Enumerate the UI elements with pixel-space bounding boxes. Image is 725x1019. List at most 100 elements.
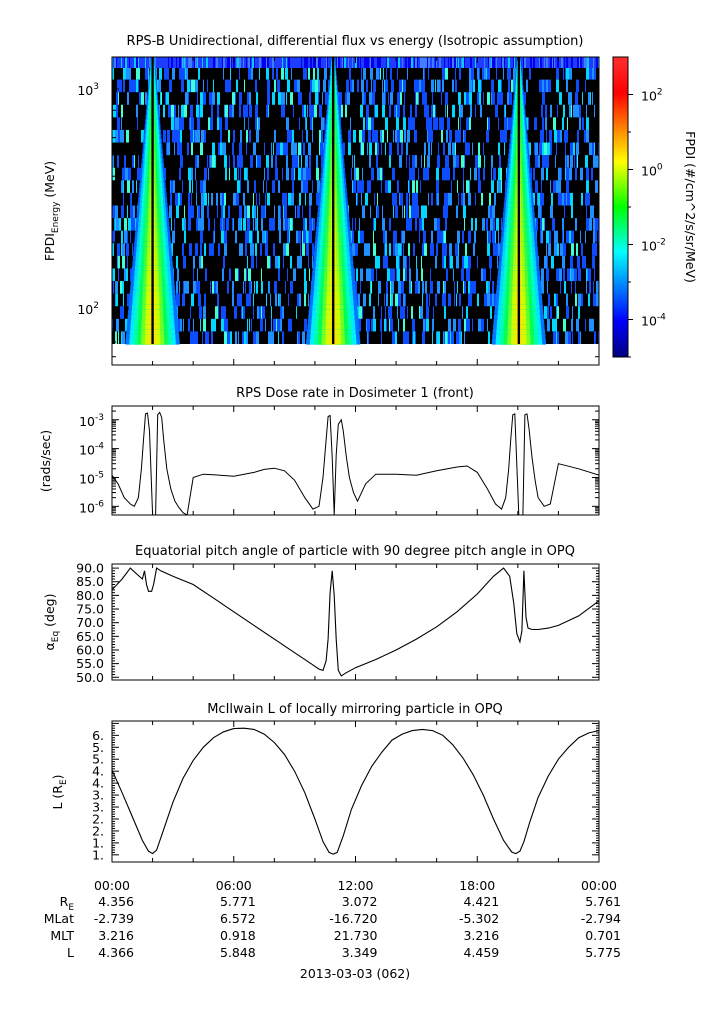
spectrogram-cell (321, 155, 323, 168)
panel2-ytick-label: 10-5 (79, 470, 104, 486)
mcilwain-l-line (112, 727, 599, 855)
spectrogram-cell (491, 57, 492, 68)
spectrogram-cell (501, 180, 502, 193)
spectrogram-cell (513, 57, 514, 68)
spectrogram-cell (145, 67, 148, 80)
spectrogram-cell (478, 79, 481, 93)
spectrogram-cell (285, 57, 286, 68)
spectrogram-cell (546, 243, 547, 256)
spectrogram-cell (435, 104, 436, 118)
spectrogram-cell (211, 331, 213, 344)
spectrogram-cell (495, 243, 498, 256)
spectrogram-cell (504, 117, 507, 130)
spectrogram-cell (263, 180, 264, 193)
spectrogram-cell (412, 155, 415, 168)
spectrogram-cell (351, 57, 352, 68)
panel3-ylabel: αEq (deg) (42, 594, 61, 651)
spectrogram-cell (381, 306, 382, 319)
spectrogram-cell (288, 218, 290, 231)
spectrogram-cell (123, 293, 124, 307)
spectrogram-cell (247, 218, 250, 231)
spectrogram-cell (291, 192, 294, 206)
spectrogram-cell (250, 57, 251, 68)
spectrogram-cell (576, 79, 579, 93)
spectrogram-cell (594, 243, 597, 256)
spectrogram-cell (385, 180, 388, 193)
spectrogram-cell (486, 218, 488, 231)
spectrogram-cell (312, 129, 313, 143)
spectrogram-cell (179, 67, 181, 80)
spectrogram-cell (497, 57, 498, 68)
spectrogram-cell (166, 92, 169, 105)
spectrogram-cell (397, 268, 400, 282)
spectrogram-cell (188, 205, 191, 219)
spectrogram-cell (397, 142, 399, 156)
spectrogram-cell (135, 57, 136, 68)
spectrogram-cell (390, 92, 393, 105)
spectrogram-cell (290, 281, 293, 294)
spectrogram-cell (432, 243, 434, 256)
spectrogram-cell (424, 142, 426, 156)
spectrogram-cell (297, 205, 298, 219)
spectrogram-cell (255, 57, 257, 68)
spectrogram-cell (477, 255, 478, 269)
spectrogram-cell (440, 230, 443, 244)
spectrogram-cell (581, 243, 583, 256)
spectrogram-cell (286, 167, 289, 181)
spectrogram-cell (450, 192, 452, 206)
spectrogram-cell (265, 318, 266, 332)
spectrogram-cell (403, 293, 405, 307)
spectrogram-cell (261, 205, 262, 219)
spectrogram-cell (444, 306, 446, 319)
spectrogram-cell (190, 331, 191, 344)
spectrogram-cell (396, 57, 398, 68)
spectrogram-cell (239, 67, 240, 80)
spectrogram-cell (488, 117, 490, 130)
spectrogram-cell (416, 255, 417, 269)
spectrogram-cell (405, 57, 407, 68)
spectrogram-cell (563, 230, 564, 244)
spectrogram-cell (130, 192, 132, 206)
spectrogram-cell (402, 57, 403, 68)
spectrogram-cell (478, 318, 481, 332)
spectrogram-cell (292, 142, 295, 156)
spectrogram-cell (494, 57, 495, 68)
spectrogram-cell (563, 243, 566, 256)
panel4-ytick-label: 2. (92, 823, 104, 838)
spectrogram-cell (193, 318, 194, 332)
spectrogram-cell (185, 218, 186, 231)
spectrogram-cell (484, 67, 485, 80)
spectrogram-cell (251, 243, 254, 256)
spectrogram-cell (430, 57, 432, 68)
spectrogram-cell (282, 192, 283, 206)
spectrogram-cell (385, 230, 386, 244)
spectrogram-cell (201, 205, 204, 219)
spectrogram-cell (477, 92, 479, 105)
spectrogram-cell (464, 281, 466, 294)
spectrogram-cell (271, 331, 274, 344)
spectrogram-cell (591, 57, 593, 68)
spectrogram-cell (372, 57, 374, 68)
spectrogram-cell (245, 243, 247, 256)
spectrogram-cell (197, 155, 199, 168)
spectrogram-cell (579, 117, 581, 130)
spectrogram-cell (253, 293, 254, 307)
spectrogram-cell (384, 293, 385, 307)
spectrogram-cell (411, 57, 413, 68)
spectrogram-cell (239, 142, 242, 156)
spectrogram-cell (581, 192, 583, 206)
spectrogram-cell (468, 293, 471, 307)
spectrogram-cell (261, 268, 262, 282)
spectrogram-cell (565, 129, 568, 143)
radiation-belt-band (332, 51, 335, 56)
spectrogram-cell (448, 142, 451, 156)
spectrogram-cell (445, 155, 447, 168)
spectrogram-cell (310, 117, 312, 130)
spectrogram-cell (168, 104, 171, 118)
spectrogram-cell (246, 205, 247, 219)
spectrogram-cell (407, 67, 408, 80)
spectrogram-cell (300, 243, 301, 256)
spectrogram-cell (437, 281, 440, 294)
spectrogram-cell (206, 57, 208, 68)
spectrogram-cell (244, 331, 246, 344)
